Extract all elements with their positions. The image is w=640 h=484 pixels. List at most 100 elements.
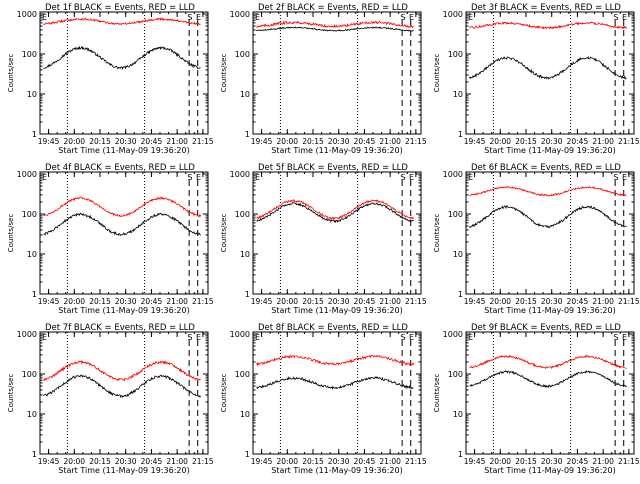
y-tick-label: 1 [245,450,250,459]
x-tick-label: 21:00 [379,457,401,466]
x-tick-label: 20:30 [328,297,350,306]
x-tick-label: 20:45 [567,457,589,466]
y-tick-label: 100 [235,50,250,59]
marker-label: E [42,173,47,182]
events-series-line [43,45,201,70]
lld-series-line [256,20,414,29]
marker-label: S [187,333,192,342]
detector-plot-3: Det 3f BLACK = Events, RED = LLD Counts/s… [433,3,640,155]
x-axis-label: Start Time (11-May-09 19:36:20) [58,466,189,475]
marker-label: E [255,13,260,22]
x-tick-label: 20:15 [515,137,537,146]
y-tick-label: 1000 [230,330,250,339]
plot-frame [39,171,209,295]
x-tick-label: 21:00 [166,457,188,466]
y-tick-label: 1 [458,290,463,299]
y-tick-label: 1 [32,130,37,139]
x-tick-label: 21:15 [192,137,214,146]
y-tick-label: 1000 [443,10,463,19]
x-tick-label: 21:00 [166,137,188,146]
marker-label: E [409,333,414,342]
detector-plot-9: Det 9f BLACK = Events, RED = LLD Counts/s… [433,323,640,475]
lld-series-line [43,17,201,26]
x-tick-label: 20:30 [541,137,563,146]
x-tick-label: 19:45 [464,297,486,306]
marker-label: E [196,13,201,22]
x-tick-label: 20:00 [63,297,85,306]
plot-frame [39,11,209,135]
y-tick-label: 1 [245,130,250,139]
x-tick-label: 21:00 [166,297,188,306]
plot-frame [465,171,635,295]
x-tick-label: 20:45 [141,297,163,306]
plot-title: Det 7f BLACK = Events, RED = LLD [45,323,195,333]
x-tick-label: 21:15 [405,297,427,306]
y-tick-label: 1 [458,130,463,139]
lld-series-line [469,185,627,197]
x-tick-label: 21:00 [379,137,401,146]
x-tick-label: 20:45 [141,137,163,146]
y-axis-label: Counts/sec [220,54,228,93]
x-tick-label: 20:30 [541,457,563,466]
x-tick-label: 20:15 [515,297,537,306]
lld-series-line [43,196,201,218]
x-tick-label: 21:00 [379,297,401,306]
x-tick-label: 20:00 [63,137,85,146]
x-tick-label: 21:00 [592,457,614,466]
x-tick-label: 20:30 [328,137,350,146]
x-tick-label: 20:15 [302,297,324,306]
events-series-line [256,26,414,32]
plot-title: Det 6f BLACK = Events, RED = LLD [471,163,621,173]
plot-frame [39,331,209,455]
x-tick-label: 21:15 [192,297,214,306]
x-tick-label: 20:30 [115,457,137,466]
events-series-line [43,374,201,399]
y-tick-label: 1000 [17,330,37,339]
y-tick-label: 10 [240,410,250,419]
marker-label: S [613,13,618,22]
detector-plot-7: Det 7f BLACK = Events, RED = LLD Counts/s… [7,323,214,475]
x-tick-label: 20:15 [515,457,537,466]
y-axis-label: Counts/sec [7,54,15,93]
y-tick-label: 1000 [443,170,463,179]
x-tick-label: 19:45 [38,297,60,306]
events-series-line [469,370,627,389]
marker-label: E [622,13,627,22]
x-tick-label: 21:15 [618,297,640,306]
x-tick-label: 20:30 [115,297,137,306]
y-tick-label: 10 [240,250,250,259]
marker-label: E [622,173,627,182]
x-axis-label: Start Time (11-May-09 19:36:20) [484,146,615,155]
plot-title: Det 3f BLACK = Events, RED = LLD [471,3,621,13]
marker-label: E [196,173,201,182]
x-tick-label: 20:00 [63,457,85,466]
marker-label: S [613,173,618,182]
x-tick-label: 19:45 [464,457,486,466]
marker-label: E [468,13,473,22]
lld-series-line [469,354,627,370]
x-tick-label: 21:15 [618,457,640,466]
y-tick-label: 1 [32,450,37,459]
x-tick-label: 19:45 [251,297,273,306]
y-axis-label: Counts/sec [433,374,441,413]
y-tick-label: 1 [32,290,37,299]
plot-frame [252,171,422,295]
y-tick-label: 1000 [17,10,37,19]
x-tick-label: 20:45 [567,297,589,306]
marker-label: E [255,173,260,182]
y-tick-label: 100 [448,210,463,219]
y-tick-label: 100 [448,50,463,59]
x-tick-label: 21:15 [405,457,427,466]
y-tick-label: 100 [22,370,37,379]
events-series-line [256,375,414,391]
x-tick-label: 20:00 [489,457,511,466]
marker-label: E [409,173,414,182]
x-tick-label: 20:15 [89,457,111,466]
y-tick-label: 1000 [230,10,250,19]
x-tick-label: 20:45 [141,457,163,466]
x-tick-label: 20:30 [328,457,350,466]
x-axis-label: Start Time (11-May-09 19:36:20) [58,146,189,155]
x-tick-label: 21:00 [592,297,614,306]
y-tick-label: 100 [22,50,37,59]
